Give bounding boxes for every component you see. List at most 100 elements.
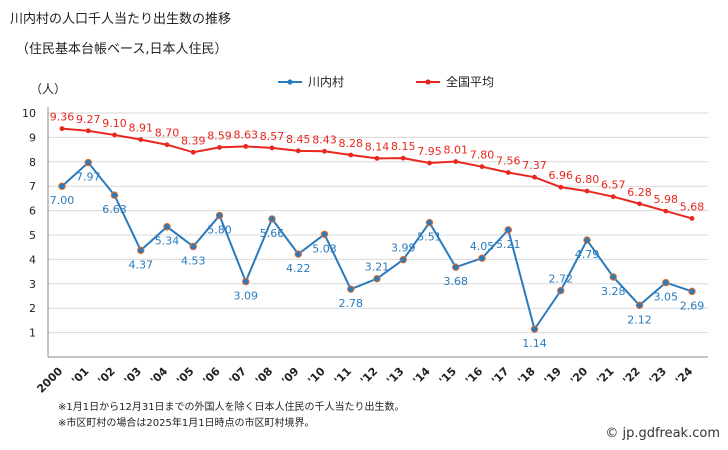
local-data-label: 4.22: [286, 262, 311, 275]
national-data-label: 8.70: [155, 127, 180, 140]
local-data-label: 4.79: [575, 248, 600, 261]
national-data-label: 8.39: [181, 134, 206, 147]
x-tick-label: '09: [279, 365, 301, 387]
chart-title: 川内村の人口千人当たり出生数の推移: [10, 12, 232, 27]
local-point: [215, 211, 224, 220]
x-tick-label: '13: [384, 365, 406, 387]
legend-local-label: 川内村: [308, 75, 344, 89]
local-data-label: 5.34: [155, 235, 180, 248]
local-point: [84, 158, 92, 167]
national-point: [217, 145, 222, 150]
local-data-label: 5.66: [260, 227, 285, 240]
local-point: [399, 255, 407, 264]
y-tick-label: 8: [29, 156, 36, 169]
x-tick-label: '08: [253, 365, 275, 387]
local-point: [320, 230, 329, 238]
national-data-label: 6.28: [627, 186, 652, 199]
national-data-label: 8.45: [286, 133, 311, 146]
local-data-label: 1.14: [522, 337, 547, 350]
national-point: [85, 128, 91, 134]
national-point: [689, 216, 695, 221]
x-tick-label: '20: [568, 365, 591, 388]
local-data-label: 2.72: [549, 273, 574, 286]
x-tick-label: 2000: [34, 365, 65, 396]
local-data-label: 6.63: [102, 203, 127, 216]
national-data-label: 9.10: [102, 117, 127, 130]
local-point: [478, 254, 486, 262]
national-point: [112, 132, 117, 138]
x-tick-label: '12: [358, 365, 380, 387]
legend: 川内村 全国平均: [278, 74, 494, 89]
local-data-label: 4.05: [470, 240, 495, 253]
x-tick-label: '05: [174, 365, 196, 387]
x-tick-label: '19: [542, 365, 564, 387]
national-data-label: 8.28: [339, 137, 364, 150]
legend-national-label: 全国平均: [446, 74, 494, 89]
local-point: [268, 215, 276, 223]
y-tick-label: 9: [29, 131, 36, 144]
x-tick-label: '04: [148, 365, 171, 388]
national-data-label: 6.96: [549, 169, 574, 182]
local-point: [662, 278, 670, 287]
national-data-label: 8.14: [365, 140, 390, 153]
y-tick-label: 2: [29, 302, 36, 315]
national-point: [374, 155, 380, 161]
national-point: [532, 174, 537, 180]
local-point: [137, 246, 145, 255]
data-labels: 9.36 9.27 9.10 8.91 8.708.39 8.59 8.63 8.57 8.45…: [50, 111, 705, 351]
x-tick-label: '16: [463, 365, 486, 388]
x-tick-label: '03: [122, 365, 144, 387]
local-data-label: 3.21: [365, 261, 390, 274]
local-data-label: 3.28: [601, 285, 626, 298]
local-point: [294, 250, 302, 258]
local-point: [557, 286, 565, 295]
legend-local-marker: [287, 79, 293, 85]
series-points: [58, 126, 696, 333]
x-tick-label: '17: [489, 365, 511, 387]
national-point: [479, 164, 485, 170]
local-point: [189, 242, 197, 251]
national-point: [269, 145, 275, 151]
footnote-2: ※市区町村の場合は2025年1月1日時点の市区町村境界。: [58, 418, 315, 429]
local-data-label: 5.80: [207, 223, 232, 236]
national-data-label: 8.59: [207, 129, 232, 142]
chart-subtitle: （住民基本台帳ベース,日本人住民）: [16, 42, 228, 57]
national-data-label: 8.01: [444, 144, 469, 157]
local-data-label: 3.09: [234, 290, 259, 303]
y-tick-label: 6: [29, 205, 36, 218]
x-tick-label: '02: [95, 365, 117, 387]
national-data-label: 6.57: [601, 179, 626, 192]
source-credit: © jp.gdfreak.com: [605, 426, 720, 441]
national-data-label: 5.98: [654, 193, 679, 206]
national-data-label: 9.27: [76, 113, 101, 126]
local-data-label: 4.37: [129, 258, 154, 271]
x-tick-label: '24: [673, 365, 696, 388]
local-data-label: 5.03: [312, 242, 337, 255]
national-point: [322, 148, 327, 154]
x-tick-label: '22: [620, 365, 642, 387]
y-tick-label: 5: [29, 229, 36, 242]
national-data-label: 7.56: [496, 155, 521, 168]
national-point: [637, 201, 642, 207]
national-data-label: 6.80: [575, 173, 600, 186]
national-data-label: 9.36: [50, 111, 75, 124]
national-point: [59, 126, 65, 132]
local-point: [58, 182, 66, 190]
y-tick-label: 4: [29, 253, 36, 266]
national-point: [400, 155, 406, 161]
local-point: [452, 263, 460, 271]
local-data-label: 5.51: [417, 231, 442, 244]
local-data-label: 5.21: [496, 238, 521, 251]
x-tick-label: '18: [515, 365, 537, 387]
grid-lines: [48, 112, 708, 334]
x-tick-label: '06: [200, 365, 223, 388]
national-point: [164, 142, 170, 148]
national-point: [610, 194, 616, 200]
local-point: [163, 223, 171, 231]
national-point: [453, 159, 459, 164]
local-point: [530, 325, 539, 333]
local-data-label: 2.12: [627, 313, 652, 326]
local-data-label: 3.05: [654, 291, 679, 304]
national-point: [427, 160, 432, 166]
